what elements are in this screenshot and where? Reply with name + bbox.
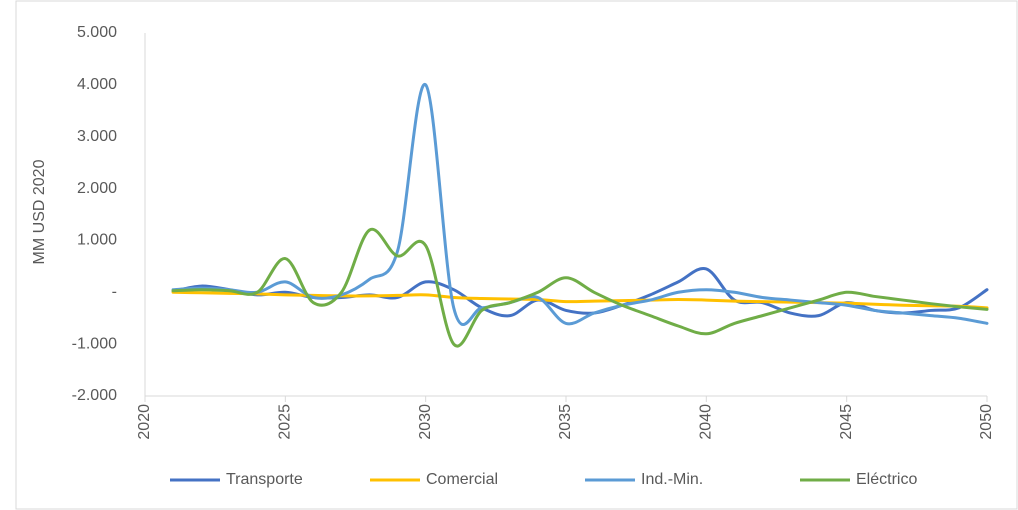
y-tick-label: -1.000 bbox=[72, 335, 117, 352]
legend-label: Comercial bbox=[426, 471, 498, 488]
y-tick-label: 2.000 bbox=[77, 180, 117, 197]
legend-label: Transporte bbox=[226, 471, 303, 488]
x-tick-label: 2045 bbox=[838, 404, 855, 440]
y-tick-label: 3.000 bbox=[77, 128, 117, 145]
y-tick-label: 4.000 bbox=[77, 76, 117, 93]
x-tick-label: 2030 bbox=[417, 404, 434, 440]
x-tick-label: 2040 bbox=[698, 404, 715, 440]
x-tick-label: 2020 bbox=[136, 404, 153, 440]
y-axis-label: MM USD 2020 bbox=[31, 159, 48, 264]
legend-label: Eléctrico bbox=[856, 471, 917, 488]
x-tick-label: 2035 bbox=[557, 404, 574, 440]
x-tick-label: 2025 bbox=[277, 404, 294, 440]
y-tick-label: -2.000 bbox=[72, 387, 117, 404]
series-line bbox=[171, 83, 989, 326]
y-tick-label: 1.000 bbox=[77, 232, 117, 249]
y-tick-label: - bbox=[112, 284, 117, 301]
legend-label: Ind.-Min. bbox=[641, 471, 703, 488]
y-tick-label: 5.000 bbox=[77, 24, 117, 41]
x-tick-label: 2050 bbox=[978, 404, 995, 440]
chart-frame bbox=[15, 0, 1018, 510]
series-line bbox=[171, 227, 989, 348]
